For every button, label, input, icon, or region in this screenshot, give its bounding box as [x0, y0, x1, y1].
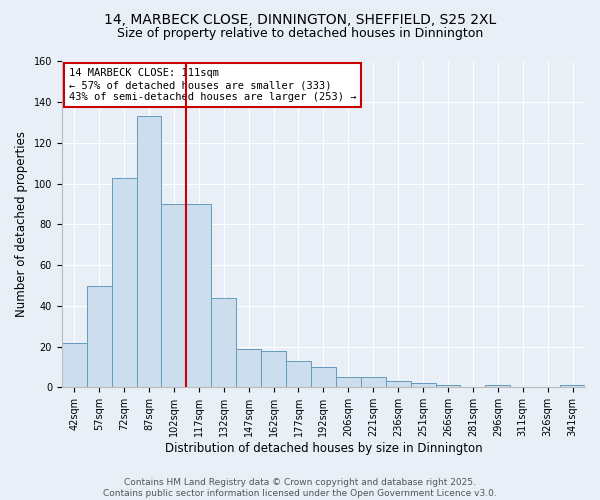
Bar [236, 348, 261, 388]
Bar [386, 381, 410, 388]
Bar [286, 361, 311, 388]
Bar [560, 386, 585, 388]
Bar [436, 386, 460, 388]
Bar [311, 367, 336, 388]
Bar [485, 386, 510, 388]
Bar [62, 342, 86, 388]
Text: Contains HM Land Registry data © Crown copyright and database right 2025.
Contai: Contains HM Land Registry data © Crown c… [103, 478, 497, 498]
Bar [161, 204, 187, 388]
Bar [86, 286, 112, 388]
Bar [112, 178, 137, 388]
X-axis label: Distribution of detached houses by size in Dinnington: Distribution of detached houses by size … [164, 442, 482, 455]
Bar [410, 384, 436, 388]
Bar [137, 116, 161, 388]
Bar [211, 298, 236, 388]
Y-axis label: Number of detached properties: Number of detached properties [15, 132, 28, 318]
Bar [361, 377, 386, 388]
Bar [336, 377, 361, 388]
Text: 14 MARBECK CLOSE: 111sqm
← 57% of detached houses are smaller (333)
43% of semi-: 14 MARBECK CLOSE: 111sqm ← 57% of detach… [69, 68, 356, 102]
Text: Size of property relative to detached houses in Dinnington: Size of property relative to detached ho… [117, 28, 483, 40]
Bar [261, 350, 286, 388]
Bar [187, 204, 211, 388]
Text: 14, MARBECK CLOSE, DINNINGTON, SHEFFIELD, S25 2XL: 14, MARBECK CLOSE, DINNINGTON, SHEFFIELD… [104, 12, 496, 26]
